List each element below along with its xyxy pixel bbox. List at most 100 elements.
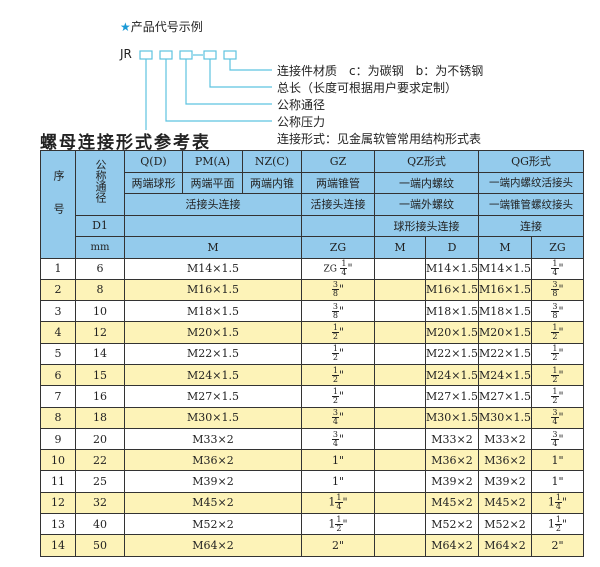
cell-qg-m: M27×1.5 bbox=[477, 385, 532, 408]
header-nz-desc: 两端内锥 bbox=[242, 171, 302, 194]
cell-qg-zg: 3 8 " bbox=[530, 278, 584, 302]
cell-qz-m bbox=[374, 363, 426, 387]
cell-qz-d: M36×2 bbox=[425, 449, 479, 472]
header-qz-d: D bbox=[425, 236, 479, 259]
table-row: 3 10 M18×1.5 3 8 " M18×1.5 M18×1.5 3 8 " bbox=[40, 300, 584, 323]
cell-dn: 10 bbox=[75, 300, 125, 323]
cell-qz-d: M24×1.5 bbox=[425, 363, 479, 387]
cell-zg: 3 8 " bbox=[301, 300, 375, 323]
cell-dn: 40 bbox=[75, 513, 125, 536]
fraction-numerator: 1 bbox=[554, 514, 562, 525]
fraction-denominator: 8 bbox=[552, 289, 558, 299]
cell-qz-d: M22×1.5 bbox=[425, 342, 479, 365]
header-gz: GZ bbox=[301, 150, 375, 173]
cell-no: 12 bbox=[40, 491, 76, 515]
fraction-denominator: 2 bbox=[552, 353, 558, 363]
zg-whole: 1 bbox=[328, 495, 336, 509]
cell-zg: 3 8 " bbox=[301, 278, 375, 302]
fraction-numerator: 1 bbox=[331, 323, 340, 334]
header-qz-desc2: 一端外螺纹 bbox=[374, 193, 479, 216]
header-gz-union: 活接头连接 bbox=[301, 193, 375, 216]
header-gz-desc: 两端锥管 bbox=[301, 171, 375, 194]
cell-qg-zg: 1 1 4 " bbox=[530, 491, 584, 515]
fraction-numerator: 1 bbox=[340, 259, 348, 270]
fraction-numerator: 3 bbox=[551, 280, 559, 291]
table-row: 12 32 M45×2 1 1 4 " M45×2 M45×2 1 1 4 " bbox=[40, 491, 584, 515]
cell-qz-m bbox=[374, 534, 426, 557]
star-icon: ★ bbox=[120, 20, 131, 34]
table-row: 8 18 M30×1.5 3 4 " M30×1.5 M30×1.5 3 4 " bbox=[40, 406, 584, 429]
cell-m: M36×2 bbox=[124, 449, 302, 472]
cell-dn: 16 bbox=[75, 385, 125, 408]
fraction-numerator: 3 bbox=[331, 301, 340, 312]
cell-no: 3 bbox=[40, 300, 76, 323]
fraction-numerator: 3 bbox=[551, 429, 559, 440]
code-box-pressure bbox=[159, 50, 173, 60]
cell-qz-m bbox=[374, 491, 426, 515]
header-qg-m: M bbox=[477, 236, 532, 259]
cell-no: 4 bbox=[40, 321, 76, 344]
cell-qg-m: M52×2 bbox=[477, 513, 532, 536]
cell-qg-m: M45×2 bbox=[477, 491, 532, 515]
cell-qg-m: M33×2 bbox=[477, 427, 532, 451]
cell-m: M24×1.5 bbox=[124, 363, 302, 387]
table-row: 1 6 M14×1.5 ZG 1 4 " M14×1.5 M14×1.5 1 4 " bbox=[40, 257, 584, 280]
table-row: 10 22 M36×2 1" M36×2 M36×2 1" bbox=[40, 449, 584, 472]
fraction-denominator: 4 bbox=[332, 417, 339, 427]
cell-zg: 1 1 4 " bbox=[301, 491, 375, 515]
example-title-text: 产品代号示例 bbox=[130, 20, 203, 34]
fraction-numerator: 1 bbox=[331, 365, 340, 376]
header-mm: mm bbox=[75, 236, 125, 259]
cell-qz-m bbox=[374, 257, 426, 280]
cell-zg: 1" bbox=[301, 470, 375, 493]
cell-qg-zg: 1 4 " bbox=[530, 257, 584, 280]
header-blank bbox=[124, 214, 302, 237]
table-row: 7 16 M27×1.5 1 2 " M27×1.5 M27×1.5 1 2 " bbox=[40, 385, 584, 408]
code-prefix: JR bbox=[120, 47, 132, 61]
zg-whole: 1 bbox=[547, 517, 555, 531]
cell-qg-zg: 1 2 " bbox=[530, 363, 584, 387]
example-title: ★产品代号示例 bbox=[120, 18, 203, 35]
fraction-numerator: 1 bbox=[554, 493, 562, 504]
cell-qz-d: M18×1.5 bbox=[425, 300, 479, 323]
cell-zg: 2" bbox=[301, 534, 375, 557]
cell-no: 10 bbox=[40, 449, 76, 472]
cell-dn: 18 bbox=[75, 406, 125, 429]
cell-dn: 32 bbox=[75, 491, 125, 515]
header-qg-desc: 一端内螺纹活接头 bbox=[477, 171, 584, 194]
cell-m: M27×1.5 bbox=[124, 385, 302, 408]
fraction-denominator: 2 bbox=[332, 374, 339, 384]
cell-qz-d: M16×1.5 bbox=[425, 278, 479, 302]
cell-zg: 1 2 " bbox=[301, 385, 375, 408]
cell-m: M16×1.5 bbox=[124, 278, 302, 302]
zg-whole: 1 bbox=[551, 453, 559, 467]
cell-no: 1 bbox=[40, 257, 76, 280]
cell-zg: 3 4 " bbox=[301, 406, 375, 429]
table-row: 5 14 M22×1.5 1 2 " M22×1.5 M22×1.5 1 2 " bbox=[40, 342, 584, 365]
header-qg-desc2: 一端锥管螺纹接头 bbox=[477, 193, 584, 216]
cell-qg-zg: 1 2 " bbox=[530, 385, 584, 408]
header-zg: ZG bbox=[301, 236, 375, 259]
cell-qg-zg: 1" bbox=[530, 470, 584, 493]
zg-whole: 1 bbox=[331, 475, 339, 489]
cell-m: M22×1.5 bbox=[124, 342, 302, 365]
fraction-denominator: 2 bbox=[552, 374, 558, 384]
header-m: M bbox=[124, 236, 302, 259]
cell-no: 7 bbox=[40, 385, 76, 408]
cell-m: M20×1.5 bbox=[124, 321, 302, 344]
fraction-numerator: 1 bbox=[331, 344, 340, 355]
cell-dn: 6 bbox=[75, 257, 125, 280]
header-qg: QG形式 bbox=[477, 150, 584, 173]
cell-qg-m: M30×1.5 bbox=[477, 406, 532, 429]
